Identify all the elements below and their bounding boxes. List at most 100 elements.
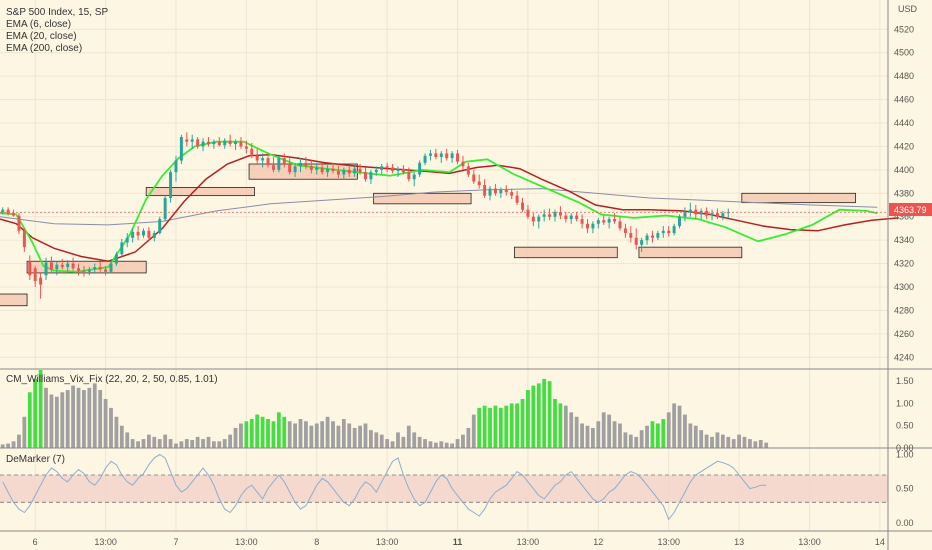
currency-label: USD (898, 4, 918, 14)
price-tick-label: 4240 (894, 352, 914, 362)
candle-body (6, 209, 10, 214)
candle-body (683, 212, 687, 217)
demarker-tick-label: 0.00 (896, 518, 914, 528)
vix-bar (585, 425, 590, 448)
candle-body (217, 141, 221, 146)
vix-bar (417, 436, 422, 448)
vix-bar (515, 403, 519, 448)
candle-body (169, 172, 173, 198)
vix-bar (157, 439, 162, 448)
vix-bar (38, 370, 43, 448)
candle-body (190, 139, 194, 142)
vix-bar (520, 398, 525, 448)
candle-body (564, 215, 568, 220)
vix-bar (374, 432, 379, 448)
vix-bar (293, 423, 297, 448)
candle-body (461, 161, 465, 167)
price-tick-label: 4460 (894, 95, 914, 105)
vix-bar (655, 423, 660, 448)
vix-bar (255, 414, 260, 448)
candle-body (120, 242, 124, 255)
candle-body (358, 168, 362, 173)
vix-bar (488, 407, 492, 448)
candle-body (261, 158, 265, 161)
candle-body (136, 231, 140, 236)
vix-bar (748, 439, 752, 448)
vix-bar (341, 419, 346, 448)
vix-bar (639, 430, 644, 448)
vix-bar (282, 416, 287, 448)
vix-bar (206, 436, 211, 448)
candle-body (266, 158, 270, 166)
vix-bar (54, 396, 59, 448)
vix-bar (103, 398, 108, 448)
vix-bar (190, 439, 195, 448)
vix-bar (742, 436, 747, 448)
ema6-legend: EMA (6, close) (6, 19, 71, 30)
candle-body (434, 153, 438, 157)
vix-tick-label: 0.00 (896, 443, 914, 453)
candle-body (244, 146, 248, 149)
vix-bar (260, 416, 265, 448)
candle-body (223, 140, 227, 146)
price-tick-label: 4320 (894, 259, 914, 269)
candle-body (55, 264, 59, 270)
time-tick-label: 13:00 (376, 537, 399, 547)
vix-bar (634, 436, 639, 448)
candle-body (33, 268, 37, 282)
vix-bar (271, 421, 276, 448)
time-tick-label: 13:00 (798, 537, 821, 547)
candle-body (391, 167, 395, 172)
vix-bar (482, 405, 487, 448)
candle-body (477, 181, 481, 186)
zone-box (145, 187, 255, 197)
vix-bar (385, 439, 390, 448)
vix-bar (450, 443, 455, 448)
candle-body (526, 209, 530, 217)
vix-bar (553, 398, 557, 448)
vix-bar (574, 416, 579, 448)
vix-bar (444, 442, 449, 448)
candle-body (239, 141, 243, 147)
price-tick-label: 4260 (894, 329, 914, 339)
candle-body (87, 269, 91, 272)
price-tag: 4363.79 (889, 203, 932, 216)
candle-body (250, 148, 254, 156)
candle-body (342, 169, 346, 175)
candle-body (602, 220, 606, 223)
vix-bar (298, 419, 303, 448)
candle-body (521, 202, 525, 210)
vix-bar (672, 403, 677, 448)
demarker-line (2, 453, 767, 521)
time-tick-label: 8 (314, 537, 319, 547)
vix-tick-label: 0.50 (896, 421, 914, 431)
candle-body (558, 212, 562, 216)
candle-body (678, 216, 682, 227)
vix-bar (369, 430, 373, 448)
time-tick-label: 12 (593, 537, 603, 547)
vix-bar (536, 383, 541, 448)
time-tick-label: 7 (173, 537, 178, 547)
vix-bar (569, 412, 574, 448)
candle-body (439, 153, 443, 157)
candle-body (688, 209, 692, 213)
vix-bar (591, 427, 595, 448)
candle-body (640, 240, 644, 245)
time-tick-label: 13:00 (94, 537, 117, 547)
vix-bar (141, 439, 146, 448)
candle-body (114, 254, 118, 264)
vix-bar (11, 441, 16, 448)
demarker-tick-label: 1.00 (896, 449, 914, 459)
vix-bar (623, 432, 628, 448)
vix-bar (471, 414, 476, 448)
candle-body (569, 215, 573, 220)
vix-bar (211, 441, 216, 448)
vix-bar (461, 434, 465, 448)
candle-body (336, 171, 340, 175)
vix-bar (618, 423, 622, 448)
candle-body (98, 267, 102, 270)
vix-bar (0, 444, 5, 448)
vix-bar (406, 425, 411, 448)
vix-bar (758, 439, 763, 448)
